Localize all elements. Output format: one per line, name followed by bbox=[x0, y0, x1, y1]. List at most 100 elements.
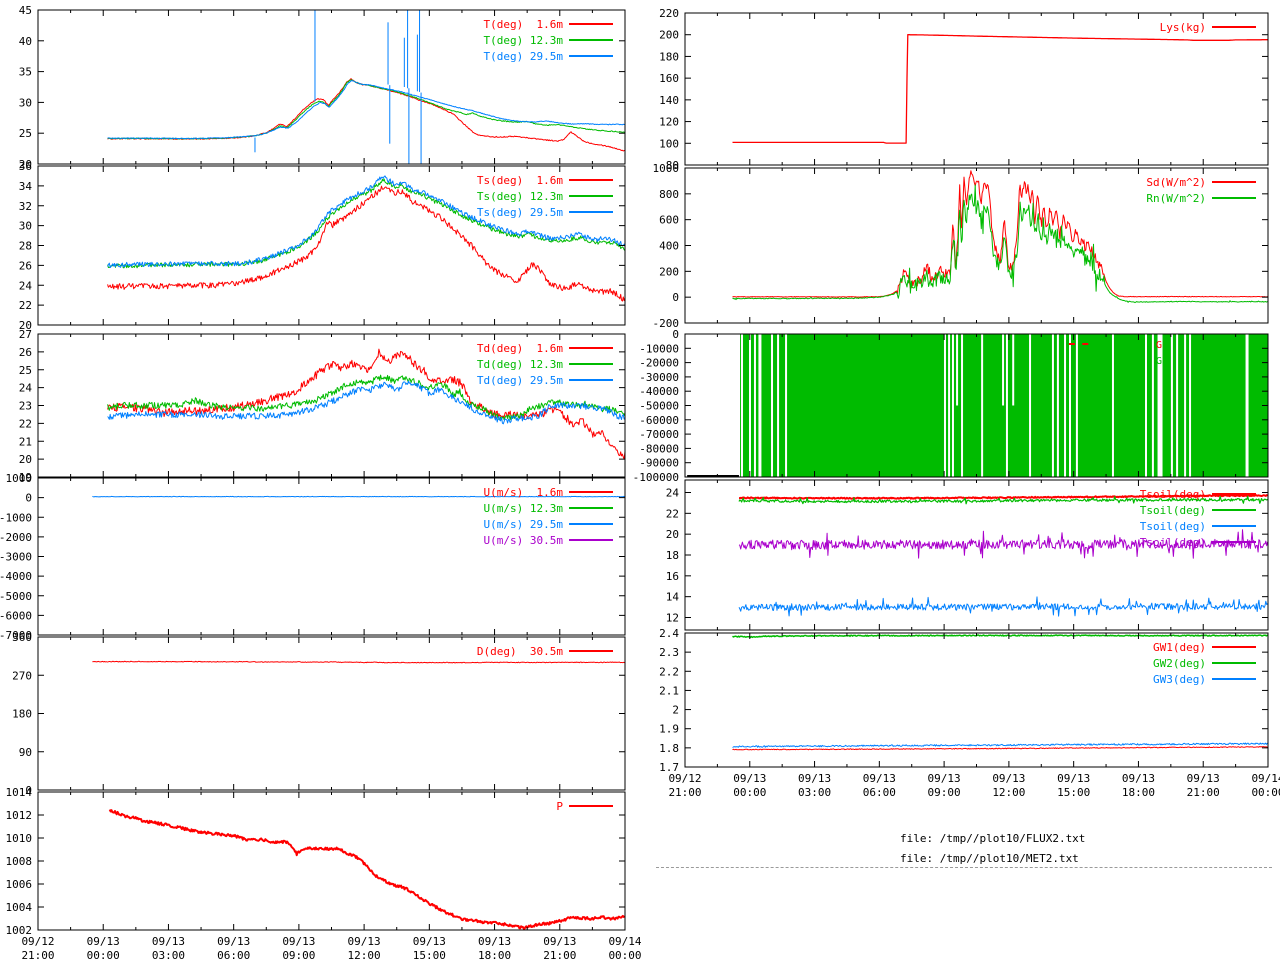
svg-text:22: 22 bbox=[666, 507, 679, 520]
wind-speed-series-U 29.5m bbox=[92, 495, 625, 498]
svg-text:0: 0 bbox=[672, 328, 679, 341]
panel-dewpoint-temperature: 27 26 25 24 23 22 21 20 19 Td(deg) 1.6m Td(deg) 12… bbox=[19, 328, 626, 484]
svg-text:-90000: -90000 bbox=[639, 457, 679, 470]
svg-text:09/13: 09/13 bbox=[87, 935, 120, 948]
lysimeter-chart-svg: 220 200 180 160 140 120 100 80 Lys(kg) bbox=[659, 7, 1269, 172]
svg-text:21:00: 21:00 bbox=[1187, 786, 1220, 799]
footer-file-met: file: /tmp//plot10/MET2.txt bbox=[900, 852, 1079, 865]
radiation-legend: Sd(W/m^2) Rn(W/m^2) bbox=[1146, 176, 1256, 205]
svg-text:1010: 1010 bbox=[6, 832, 33, 845]
svg-text:400: 400 bbox=[659, 240, 679, 253]
footer-file-flux: file: /tmp//plot10/FLUX2.txt bbox=[900, 832, 1086, 845]
svg-text:1014: 1014 bbox=[6, 786, 33, 799]
ground-water-temperature-series-GW1 bbox=[732, 746, 1269, 751]
svg-text:25: 25 bbox=[19, 364, 32, 377]
panel-pressure: 1014 1012 1010 1008 1006 1004 1002 09/12 21:00 09… bbox=[6, 786, 642, 960]
svg-text:200: 200 bbox=[659, 265, 679, 278]
radiation-chart-svg: 1000 800 600 400 200 0 -200 Sd(W/m^2) Rn(W/m^2) bbox=[653, 162, 1269, 330]
lysimeter-legend: Lys(kg) bbox=[1160, 21, 1256, 34]
svg-text:1006: 1006 bbox=[6, 878, 33, 891]
svg-text:15:00: 15:00 bbox=[1057, 786, 1090, 799]
svg-text:45: 45 bbox=[19, 4, 32, 17]
svg-text:-4000: -4000 bbox=[0, 570, 32, 583]
panel-ground-water-temperature: 2.4 2.3 2.2 2.1 2 1.9 1.8 1.7 09/12 21:00 09/13 00:… bbox=[659, 627, 1280, 799]
svg-text:09/12: 09/12 bbox=[21, 935, 54, 948]
dewpoint-temperature-series-Td 29.5m bbox=[107, 380, 626, 425]
svg-text:T(deg) 12.3m: T(deg) 12.3m bbox=[484, 34, 564, 47]
svg-text:2.1: 2.1 bbox=[659, 684, 679, 697]
svg-text:Ts(deg) 12.3m: Ts(deg) 12.3m bbox=[477, 190, 563, 203]
svg-text:0: 0 bbox=[672, 291, 679, 304]
svg-text:0: 0 bbox=[25, 492, 32, 505]
svg-text:09/13: 09/13 bbox=[863, 772, 896, 785]
svg-text:Ts(deg) 1.6m: Ts(deg) 1.6m bbox=[477, 174, 563, 187]
svg-text:P: P bbox=[556, 800, 563, 813]
svg-text:-80000: -80000 bbox=[639, 442, 679, 455]
svg-text:12: 12 bbox=[666, 612, 679, 625]
svg-text:G: G bbox=[1156, 356, 1162, 367]
wind-direction-chart-svg: 360 270 180 90 0 D(deg) 30.5m bbox=[12, 631, 626, 797]
svg-text:T(deg) 1.6m: T(deg) 1.6m bbox=[484, 18, 564, 31]
svg-text:09/13: 09/13 bbox=[1057, 772, 1090, 785]
svg-text:12:00: 12:00 bbox=[348, 949, 381, 960]
svg-text:34: 34 bbox=[19, 180, 33, 193]
svg-text:2: 2 bbox=[672, 704, 679, 717]
svg-text:35: 35 bbox=[19, 66, 32, 79]
svg-text:140: 140 bbox=[659, 94, 679, 107]
svg-text:09/13: 09/13 bbox=[478, 935, 511, 948]
svg-text:GW2(deg): GW2(deg) bbox=[1153, 657, 1206, 670]
air-temperature-series-T 1.6m bbox=[107, 78, 626, 152]
svg-text:1.7: 1.7 bbox=[659, 761, 679, 774]
svg-text:G: G bbox=[1156, 340, 1162, 351]
dewpoint-temperature-series-Td 12.3m bbox=[107, 374, 626, 421]
svg-text:20: 20 bbox=[19, 319, 32, 332]
svg-text:00:00: 00:00 bbox=[733, 786, 766, 799]
svg-text:Tsoil(deg): Tsoil(deg) bbox=[1140, 504, 1206, 517]
svg-text:24: 24 bbox=[666, 487, 680, 500]
air-temperature-legend: T(deg) 1.6m T(deg) 12.3m T(deg) 29.5m bbox=[484, 18, 613, 63]
svg-text:09/13: 09/13 bbox=[152, 935, 185, 948]
svg-text:32: 32 bbox=[19, 200, 32, 213]
panel-soil-heat-flux: G G 0 -10000 -20000 -30000 -40000 -50000 -60000-… bbox=[633, 328, 1269, 484]
svg-text:-10000: -10000 bbox=[639, 342, 679, 355]
svg-text:160: 160 bbox=[659, 72, 679, 85]
svg-text:00:00: 00:00 bbox=[87, 949, 120, 960]
svg-text:26: 26 bbox=[19, 259, 32, 272]
svg-text:-5000: -5000 bbox=[0, 590, 32, 603]
svg-text:09/13: 09/13 bbox=[543, 935, 576, 948]
svg-text:U(m/s) 29.5m: U(m/s) 29.5m bbox=[484, 518, 564, 531]
svg-text:18:00: 18:00 bbox=[478, 949, 511, 960]
svg-text:09/13: 09/13 bbox=[1122, 772, 1155, 785]
svg-text:26: 26 bbox=[19, 346, 32, 359]
radiation-series-Rn bbox=[732, 184, 1268, 304]
soil-temperature-series-Tsoil-1 bbox=[738, 494, 1269, 500]
svg-text:09/14: 09/14 bbox=[608, 935, 641, 948]
svg-text:-20000: -20000 bbox=[639, 357, 679, 370]
svg-text:Tsoil(deg): Tsoil(deg) bbox=[1140, 488, 1206, 501]
svg-text:00:00: 00:00 bbox=[1251, 786, 1280, 799]
svg-text:1008: 1008 bbox=[6, 855, 33, 868]
svg-text:180: 180 bbox=[12, 708, 32, 721]
radiation-series-Sd bbox=[732, 170, 1269, 298]
svg-text:GW1(deg): GW1(deg) bbox=[1153, 641, 1206, 654]
svg-text:20: 20 bbox=[666, 528, 679, 541]
svg-text:21:00: 21:00 bbox=[543, 949, 576, 960]
panel-sonic-temperature: 36 34 32 30 28 26 24 22 20 Ts(deg) 1.6m Ts(deg) 12… bbox=[19, 160, 626, 332]
sonic-temperature-legend: Ts(deg) 1.6m Ts(deg) 12.3m Ts(deg) 29.5m bbox=[477, 174, 613, 219]
svg-text:-6000: -6000 bbox=[0, 609, 32, 622]
svg-text:Td(deg) 29.5m: Td(deg) 29.5m bbox=[477, 374, 563, 387]
svg-text:-7000: -7000 bbox=[0, 629, 32, 642]
svg-text:100: 100 bbox=[659, 137, 679, 150]
svg-text:09/13: 09/13 bbox=[413, 935, 446, 948]
pressure-chart-svg: 101410121010100810061004100209/1221:0009… bbox=[6, 786, 642, 960]
svg-text:1.9: 1.9 bbox=[659, 723, 679, 736]
svg-text:22: 22 bbox=[19, 299, 32, 312]
svg-text:270: 270 bbox=[12, 669, 32, 682]
svg-text:27: 27 bbox=[19, 328, 32, 341]
soil-temperature-series-Tsoil-2 bbox=[738, 495, 1268, 505]
panel-wind-speed: 1000 0 -1000 -2000 -3000 -4000 -5000 -6000 -7000… bbox=[0, 472, 626, 642]
svg-text:U(m/s) 1.6m: U(m/s) 1.6m bbox=[484, 486, 564, 499]
svg-text:40: 40 bbox=[19, 35, 32, 48]
svg-text:Tsoil(deg): Tsoil(deg) bbox=[1140, 520, 1206, 533]
svg-text:Td(deg) 12.3m: Td(deg) 12.3m bbox=[477, 358, 563, 371]
